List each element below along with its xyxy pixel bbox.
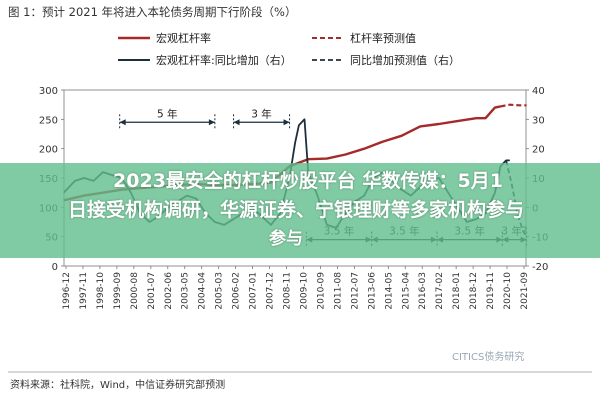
x-tick-label: 2017-02 [435, 272, 445, 310]
x-tick-label: 2009-10 [299, 272, 309, 310]
x-tick-label: 2003-05 [181, 272, 191, 310]
x-tick-label: 1998-10 [96, 272, 106, 310]
y-left-tick-label: 200 [39, 145, 58, 156]
x-tick-label: 2019-11 [486, 272, 496, 310]
legend-label-leverage-forecast: 杠杆率预测值 [350, 31, 416, 45]
span-arrow-head-right [283, 119, 290, 126]
x-tick-label: 2018-12 [469, 272, 479, 310]
y-left-tick-label: 250 [39, 115, 58, 126]
x-tick-label: 2005-03 [215, 272, 225, 310]
x-tick-label: 2000-08 [130, 272, 140, 310]
x-tick-label: 2016-03 [418, 272, 428, 310]
x-tick-label: 2020-10 [503, 272, 513, 310]
ad-overlay-banner[interactable]: 2023最安全的杠杆炒股平台 华数传媒：5月1 日接受机构调研，华源证券、宁银理… [0, 163, 600, 258]
x-tick-label: 2008-11 [283, 272, 293, 310]
x-tick-label: 2018-01 [452, 272, 462, 310]
y-right-tick-label: 40 [532, 86, 545, 97]
legend-label-yoy-forecast: 同比增加预测值（右） [350, 53, 460, 67]
x-tick-label: 2006-02 [232, 272, 242, 310]
span-arrow-head-right [208, 119, 215, 126]
y-left-tick-label: 300 [39, 86, 58, 97]
overlay-line-1: 2023最安全的杠杆炒股平台 华数传媒：5月1 [113, 170, 503, 192]
x-tick-label: 2007-12 [266, 272, 276, 310]
x-tick-label: 2007-01 [249, 272, 259, 310]
span-arrow-head-left [119, 119, 126, 126]
x-tick-label: 2004-04 [198, 272, 208, 310]
x-tick-label: 1999-09 [113, 272, 123, 310]
y-left-tick-label: 0 [52, 262, 58, 273]
x-axis: 1996-12 1997-11 1998-10 1999-09 2000-08 2001-… [62, 266, 530, 310]
x-tick-label: 2013-06 [367, 272, 377, 310]
x-tick-label: 2002-06 [164, 272, 174, 310]
x-tick-label: 2001-07 [147, 272, 157, 310]
span-arrow-head-left [233, 119, 240, 126]
legend-label-yoy: 宏观杠杆率:同比增加（右） [156, 53, 292, 67]
series-line-leverage-forecast [500, 103, 527, 108]
overlay-line-3: 参与 [269, 229, 303, 249]
x-tick-label: 2010-09 [316, 272, 326, 310]
y-right-tick-label: 20 [532, 145, 545, 156]
x-tick-label: 2015-04 [401, 272, 411, 310]
watermark: CITICS债务研究 [452, 350, 524, 363]
x-tick-label: 1996-12 [62, 272, 72, 310]
legend-label-leverage: 宏观杠杆率 [156, 31, 211, 45]
y-right-tick-label: -20 [532, 262, 548, 273]
x-tick-label: 2014-05 [384, 272, 394, 310]
x-tick-label: 2011-08 [333, 272, 343, 310]
legend: 宏观杠杆率 杠杆率预测值 宏观杠杆率:同比增加（右） 同比增加预测值（右） [118, 31, 460, 67]
x-tick-label: 2021-09 [520, 272, 530, 310]
overlay-line-2: 日接受机构调研，华源证券、宁银理财等多家机构参与 [67, 199, 524, 221]
span-label: 5 年 [157, 107, 178, 120]
figure-title: 图 1：预计 2021 年将进入本轮债务周期下行阶段（%） [8, 5, 296, 19]
x-tick-label: 1997-11 [79, 272, 89, 310]
source-note: 资料来源：社科院，Wind，中信证券研究部预测 [10, 378, 225, 391]
x-tick-label: 2012-07 [350, 272, 360, 310]
y-right-tick-label: 30 [532, 115, 545, 126]
span-label: 3 年 [251, 107, 272, 120]
